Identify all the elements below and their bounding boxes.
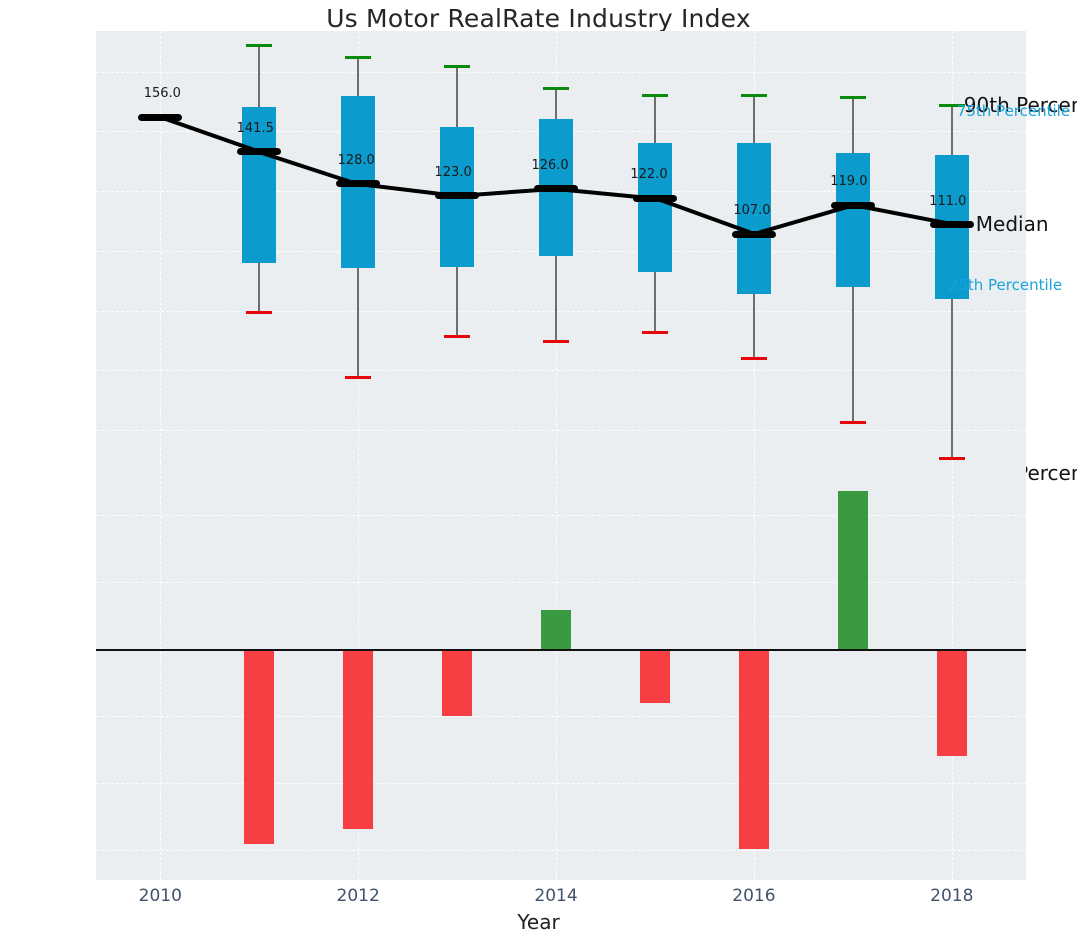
vgridline-x-2010: [160, 461, 162, 880]
median-label-2018: 111.0: [929, 193, 967, 209]
gridline-y--1500: [96, 850, 1026, 852]
box-2016: [736, 143, 771, 294]
gridline-y--1000: [96, 783, 1026, 785]
gridline-y-175: [96, 71, 1026, 73]
cap-10th-2018: [938, 457, 965, 461]
median-label-2017: 119.0: [830, 174, 868, 190]
median-label-2010: 156.0: [143, 86, 181, 101]
cap-90th-2011: [246, 43, 273, 47]
median-marker-2015: [632, 194, 677, 202]
median-marker-2017: [830, 201, 875, 209]
median-label-2012: 128.0: [337, 152, 375, 168]
annotation-90th-percentile: 90th Percentile: [963, 93, 1077, 118]
x-axis-label: Year: [517, 910, 560, 934]
cap-90th-2012: [345, 55, 372, 59]
cap-90th-2016: [740, 94, 767, 97]
cap-90th-2017: [839, 96, 866, 100]
median-label-2013: 123.0: [434, 164, 472, 180]
median-label-2016: 107.0: [733, 203, 771, 219]
gridline-y-50: [96, 370, 1026, 372]
gridline-y-75: [96, 310, 1026, 312]
cap-10th-2017: [839, 421, 866, 425]
vgridline-x-2014: [556, 461, 558, 880]
cap-10th-2013: [444, 335, 471, 339]
box-2017: [835, 152, 870, 287]
cap-10th-2015: [641, 330, 668, 334]
median-label-2015: 122.0: [630, 167, 668, 183]
bar-2013: [442, 649, 473, 717]
x-tick-2012: 2012: [336, 886, 380, 906]
vgridline-x-2010: [160, 31, 162, 461]
bar-2011: [244, 649, 275, 844]
x-tick-2010: 2010: [138, 886, 182, 906]
cap-10th-2014: [543, 340, 570, 344]
bar-2014: [541, 610, 572, 649]
median-marker-2014: [534, 185, 579, 193]
box-2011: [242, 107, 277, 263]
gridline-y-500: [96, 581, 1026, 583]
median-marker-2018: [929, 221, 974, 228]
zero-baseline: [96, 649, 1026, 651]
gridline-y-25: [96, 429, 1026, 431]
gridline-y-1000: [96, 514, 1026, 516]
bar-2012: [343, 649, 374, 829]
median-marker-2016: [731, 230, 776, 238]
annotation-75th-percentile: 75th Percentile: [956, 101, 1071, 120]
cap-10th-2011: [246, 311, 273, 315]
median-label-2014: 126.0: [531, 157, 569, 173]
x-tick-2018: 2018: [930, 886, 974, 906]
median-label-2011: 141.5: [236, 120, 274, 136]
cap-10th-2012: [345, 375, 372, 379]
bar-2017: [837, 490, 868, 649]
panel-absolute-change: [96, 461, 1026, 880]
cap-90th-2018: [938, 103, 965, 107]
panel-economic-capital-ratio: 156.0 141.5 128.0 123.0 126.0 122.0 107.0 119.0…: [96, 31, 1026, 461]
median-marker-2013: [435, 192, 480, 200]
annotation-median: Median: [975, 211, 1049, 236]
x-tick-2016: 2016: [732, 886, 776, 906]
bar-2018: [936, 649, 967, 757]
bar-2016: [738, 649, 769, 850]
median-marker-2011: [237, 148, 282, 156]
annotation-25th-percentile: 25th Percentile: [948, 276, 1063, 295]
cap-90th-2013: [444, 65, 471, 69]
cap-90th-2014: [543, 86, 570, 90]
median-marker-2010: [138, 113, 183, 121]
bar-2015: [639, 649, 670, 703]
gridline-y--500: [96, 716, 1026, 718]
cap-10th-2016: [740, 356, 767, 360]
chart-title: Us Motor RealRate Industry Index: [326, 4, 751, 33]
median-marker-2012: [336, 180, 381, 188]
box-2015: [637, 143, 672, 273]
cap-90th-2015: [641, 94, 668, 97]
x-tick-2014: 2014: [534, 886, 578, 906]
